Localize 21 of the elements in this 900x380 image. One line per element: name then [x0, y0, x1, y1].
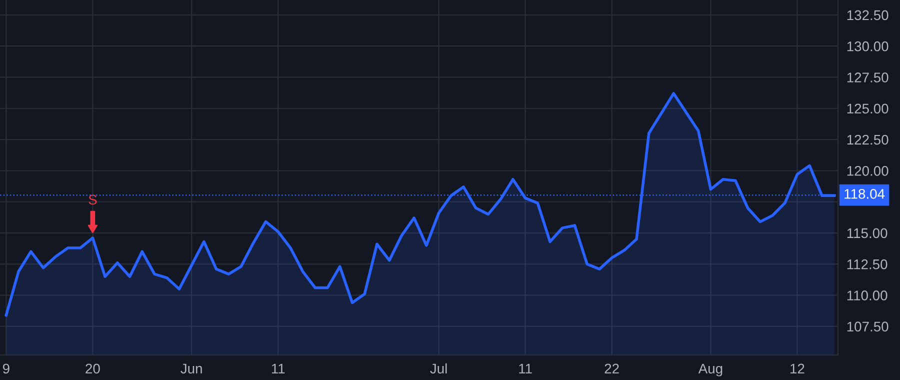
x-tick-label: Jul: [430, 363, 447, 374]
y-tick-label: 130.00: [847, 41, 888, 52]
x-tick-label: 11: [272, 364, 285, 374]
y-tick-label: 132.50: [847, 10, 888, 20]
y-tick-label: 112.50: [847, 259, 888, 270]
y-tick-label: 107.50: [847, 322, 888, 332]
ref-line-label: 118.04: [844, 188, 885, 199]
x-tick-label: 11: [519, 364, 532, 374]
y-tick-label: 122.50: [847, 134, 888, 145]
y-tick-label: 120.00: [847, 166, 888, 176]
y-tick-label: 115.00: [847, 228, 888, 238]
x-tick-label: 20: [86, 364, 100, 374]
y-tick-label: 127.50: [847, 72, 888, 82]
y-tick-label: 110.00: [847, 290, 888, 300]
x-tick-label: 12: [790, 364, 804, 374]
x-tick-label: Aug: [698, 364, 722, 376]
x-tick-label: 22: [604, 364, 619, 374]
annotation: S: [88, 194, 97, 205]
y-tick-label: 125.00: [847, 104, 888, 114]
x-tick-label: Jun: [180, 364, 202, 374]
x-tick-label: 9: [2, 364, 10, 374]
